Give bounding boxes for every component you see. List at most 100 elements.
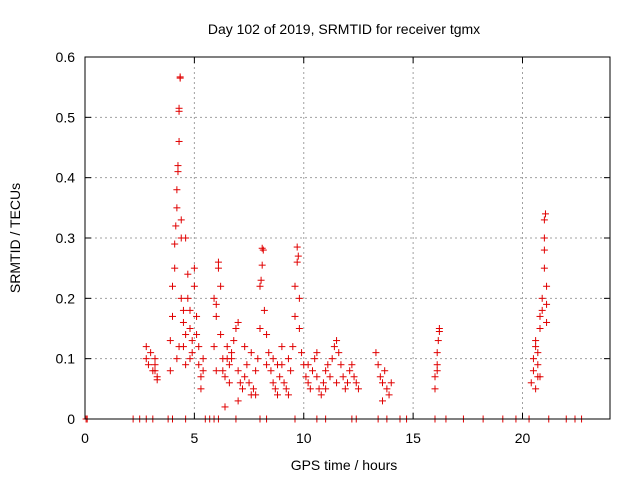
data-point [295,294,303,302]
data-point [374,361,382,369]
data-point [153,376,161,384]
data-point [317,391,325,399]
data-point [350,373,358,381]
data-point [260,306,268,314]
data-point [269,355,277,363]
data-point [182,361,190,369]
data-point [256,325,264,332]
data-point [214,264,222,272]
data-point [543,282,551,290]
data-point [379,397,386,405]
y-tick-label: 0.3 [56,230,76,246]
data-point [172,222,180,230]
data-point [173,355,181,363]
data-point [348,361,356,369]
data-point [291,282,299,290]
y-tick-label: 0.4 [56,170,76,186]
data-point [278,343,286,351]
data-point [326,373,334,381]
data-point [274,361,281,369]
data-point [166,337,174,345]
data-point [376,373,384,381]
x-axis-title: GPS time / hours [291,457,398,473]
data-point [210,294,218,302]
data-point [195,361,203,369]
data-point [339,373,347,381]
data-point [142,343,150,351]
data-point [267,367,275,375]
data-point [142,355,150,363]
y-tick-label: 0 [67,411,75,427]
data-point [184,270,192,278]
data-point [372,349,380,357]
data-point [149,367,157,375]
data-point [252,391,260,399]
data-point [532,385,540,393]
data-point [171,240,179,248]
data-point [344,379,351,387]
data-point [330,343,338,351]
data-point [184,294,192,302]
x-tick-label: 0 [81,430,89,446]
data-point [182,234,190,242]
data-point [541,210,549,218]
data-point [174,162,182,170]
data-point [293,243,301,251]
data-point [431,385,439,393]
data-point [197,373,205,381]
data-point [328,355,336,363]
data-point [433,349,441,357]
ticks-layer: 0 0.1 0.2 0.3 0.4 0.5 0.6 0 5 10 15 20 [56,49,610,446]
y-tick-label: 0.6 [56,49,76,65]
data-point [532,337,540,345]
data-point [197,385,205,393]
data-point [333,337,341,345]
data-point [212,300,220,308]
data-point [335,349,343,357]
points-layer [82,73,586,423]
data-point [295,325,303,332]
data-point [538,306,546,314]
data-point [228,355,236,363]
data-point [284,355,292,363]
data-point [352,379,360,387]
data-point [543,318,551,326]
data-point [166,367,174,375]
x-tick-label: 5 [190,430,198,446]
data-point [179,306,187,314]
data-point [182,331,190,339]
data-point [298,349,306,357]
data-point [381,367,389,375]
data-point [540,246,548,254]
data-point [193,312,201,320]
data-point [435,325,443,332]
data-point [236,379,244,387]
data-point [252,367,260,375]
data-point [188,349,196,357]
data-point [210,343,218,351]
y-tick-label: 0.2 [56,290,76,306]
data-point [239,385,246,393]
data-point [529,355,537,363]
data-point [219,367,227,375]
data-point [385,391,393,399]
data-point [190,264,198,272]
data-point [217,282,225,290]
data-point [341,385,349,393]
data-point [258,244,266,252]
data-point [173,204,181,212]
data-point [241,373,249,381]
data-point [169,282,176,290]
data-point [175,343,183,351]
data-point [223,343,231,351]
y-tick-label: 0.5 [56,109,76,125]
data-point [190,282,198,290]
data-point [247,349,255,357]
data-point [186,306,194,314]
data-point [243,361,251,369]
data-point [333,379,341,387]
data-point [304,361,312,369]
x-tick-label: 10 [296,430,312,446]
data-point [387,379,395,387]
data-point [171,264,179,272]
